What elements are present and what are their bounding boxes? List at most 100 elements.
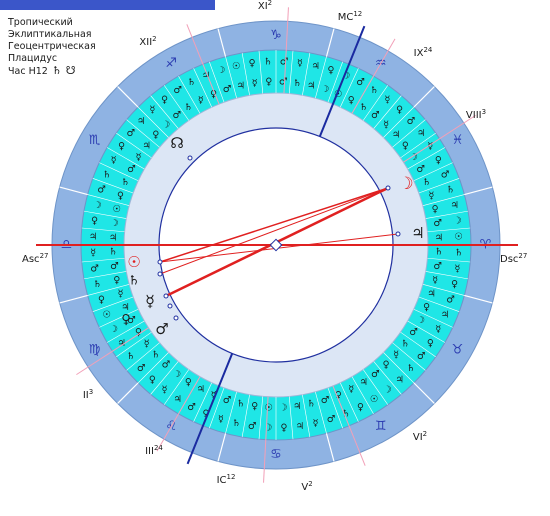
moon-saturn-aspect [159,187,389,275]
decan-glyph: ♃ [89,232,98,243]
decan-glyph: ♂ [248,421,257,432]
hour-label: Час H12 [8,66,48,77]
decan-glyph: ♃ [117,338,126,349]
decan-glyph: ♂ [173,85,182,96]
decan-glyph: ♀ [348,95,355,106]
decan-glyph: ♄ [103,169,112,180]
decan-glyph: ☽ [453,216,462,227]
decan-glyph: ♀ [265,77,272,88]
decan-glyph: ♂ [223,84,232,95]
decan-glyph: ♂ [407,116,416,127]
decan-glyph: ♀ [98,295,105,306]
decan-glyph: ♃ [417,128,426,139]
decan-divider [116,132,152,159]
hour-ruler-row: Час H12 ♄ ☋ [8,65,96,78]
decan-glyph: ♃ [142,140,151,151]
decan-glyph: ☿ [149,105,155,116]
sign-boundary [117,86,139,108]
house-cusp-line [156,376,201,452]
decan-glyph: ♀ [118,141,125,152]
decan-glyph: ☿ [162,385,168,396]
decan-glyph: ♂ [223,395,232,406]
house-cusp-line [351,38,396,114]
mc-label: MC12 [338,10,363,23]
house-3-label: III24 [145,444,163,457]
centric-type-label: Геоцентрическая [8,41,96,52]
decan-glyph: ☿ [118,289,124,300]
decan-glyph: ♄ [435,247,444,258]
decan-glyph: ♄ [370,85,379,96]
decan-glyph: ♄ [109,247,118,258]
house-cusp-line [76,327,149,376]
ic-label: IC12 [217,473,236,486]
decan-glyph: ☿ [348,384,354,395]
decan-glyph: ☉ [455,232,464,243]
jupiter-icon: ♃ [411,224,424,242]
mars-icon: ♂ [155,320,168,338]
decan-divider [178,75,201,114]
decan-glyph: ♄ [127,351,136,362]
decan-glyph: ☿ [435,324,441,335]
coordinate-type-label: Эклиптикальная [8,29,92,40]
decan-glyph: ☉ [232,61,241,72]
decan-glyph: ♃ [392,129,401,140]
decan-divider [126,342,160,371]
decan-glyph: ♀ [152,129,159,140]
decan-glyph: ♃ [196,384,205,395]
decan-glyph: ♂ [127,315,136,326]
decan-divider [362,85,389,121]
decan-divider [163,369,190,405]
decan-glyph: ☿ [211,390,217,401]
moon-icon: ☽ [398,174,413,194]
decan-divider [302,394,311,438]
decan-divider [413,162,453,182]
house-cusp-line [332,385,366,466]
decan-glyph: ♃ [202,70,211,81]
decan-divider [407,320,446,343]
decan-glyph: ♂ [173,110,182,121]
decan-glyph: ♀ [249,58,256,69]
decan-glyph: ☽ [416,315,425,326]
decan-glyph: ♀ [396,105,403,116]
decan-divider [327,61,343,103]
decan-glyph: ♃ [427,289,436,300]
sign-boundary [464,186,493,196]
decan-glyph: ♀ [432,204,439,215]
decan-glyph: ☿ [136,152,142,163]
decan-glyph: ☽ [383,385,392,396]
decan-glyph: ♂ [327,414,336,425]
decan-glyph: ☽ [93,200,102,211]
decan-glyph: ♃ [359,377,368,388]
sign-boundary [59,294,88,304]
decan-divider [81,227,125,233]
decan-glyph: ♃ [441,310,450,321]
aspect-lines [159,186,399,298]
decan-glyph: ♀ [280,422,287,433]
decan-divider [288,50,294,94]
sign-boundary [413,86,435,108]
sun-icon: ☉ [127,253,140,271]
scorpio-icon: ♏ [89,133,101,148]
decan-divider [383,106,415,138]
decan-glyph: ☽ [279,402,288,413]
virgo-icon: ♍ [89,342,101,357]
decan-divider [373,361,402,395]
decan-divider [225,391,237,434]
decan-glyph: ☽ [173,369,182,380]
decan-glyph: ☉ [265,402,274,413]
decan-glyph: ♃ [121,302,130,313]
decan-divider [407,147,446,170]
decan-divider [126,119,160,148]
planet-position-dot [173,315,179,321]
house-cusp-line [283,7,289,94]
decan-divider [422,194,465,206]
planet-position-dot [167,303,173,309]
pisces-icon: ♓ [452,133,464,148]
house-labels: Asc27 Dsc27 MC12 IC12 II3 III24 V2 VI2 VIII3 IX24… [22,0,527,493]
planet-position-dot [395,231,401,237]
moon-sun-aspect [159,187,389,263]
decan-glyph: ☿ [393,350,399,361]
decan-glyph: ♄ [187,77,196,88]
decan-divider [392,342,426,371]
decan-glyph-ring: ☉♃☽♂♃♀♄☿♂♄♀♂☿☽♃♀♂♃♀☿☿♂♄♄♂♀☽☉♀☽♃♃☿♄♂♂♄♀♀☿… [81,50,471,440]
